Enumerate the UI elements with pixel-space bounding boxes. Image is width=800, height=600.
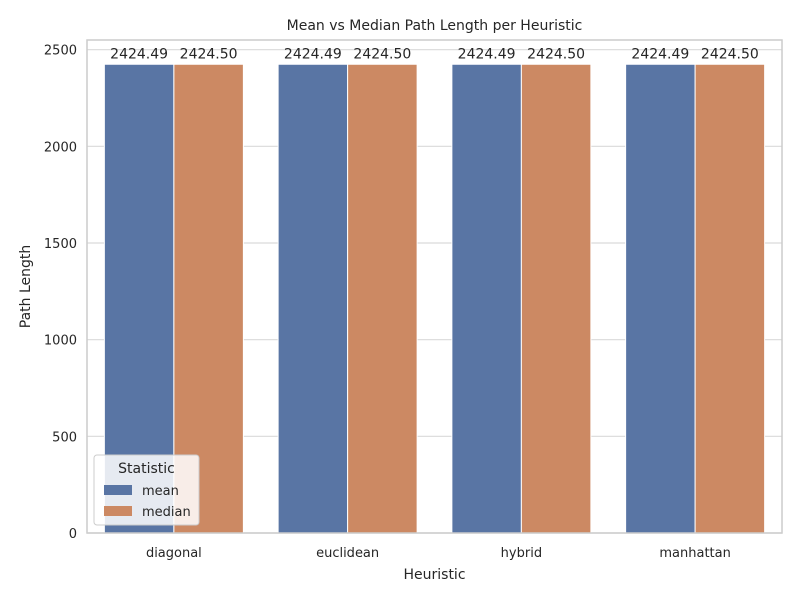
y-tick-label: 0 — [69, 527, 77, 542]
legend-swatch-median — [104, 506, 132, 516]
plot-border — [86, 39, 783, 534]
y-tick-label: 1500 — [44, 237, 77, 252]
x-tick-label: hybrid — [501, 546, 542, 561]
plot-frame — [86, 39, 783, 534]
chart-title: Mean vs Median Path Length per Heuristic — [287, 18, 583, 34]
data-label-median-euclidean: 2424.50 — [353, 46, 411, 62]
data-label-mean-diagonal: 2424.49 — [110, 46, 168, 62]
legend-items: mean median — [104, 484, 191, 520]
x-tick-label: diagonal — [146, 546, 202, 561]
data-label-mean-manhattan: 2424.49 — [631, 46, 689, 62]
data-label-median-hybrid: 2424.50 — [527, 46, 585, 62]
bars — [103, 63, 766, 534]
bar-mean-euclidean — [277, 63, 349, 534]
x-axis-label: Heuristic — [403, 567, 465, 583]
x-tick-label: euclidean — [316, 546, 379, 561]
data-label-median-manhattan: 2424.50 — [701, 46, 759, 62]
y-tick-label: 500 — [52, 430, 77, 445]
tick-labels: 0 500 1000 1500 2000 2500 diagonal euclidean hyb… — [44, 44, 731, 561]
legend-swatch-mean — [104, 485, 132, 495]
data-labels: 2424.49 2424.50 2424.49 2424.50 2424.49 2424.… — [110, 46, 759, 62]
x-tick-label: manhattan — [659, 546, 730, 561]
bar-mean-hybrid — [451, 63, 522, 534]
y-tick-label: 2500 — [44, 44, 77, 59]
data-label-mean-hybrid: 2424.49 — [458, 46, 516, 62]
legend-title: Statistic — [118, 461, 175, 477]
bar-median-manhattan — [694, 63, 766, 534]
legend-label-median: median — [142, 505, 191, 520]
data-label-mean-euclidean: 2424.49 — [284, 46, 342, 62]
legend: Statistic mean median — [93, 454, 200, 526]
bar-median-euclidean — [347, 63, 418, 534]
y-tick-label: 1000 — [44, 334, 77, 349]
y-tick-label: 2000 — [44, 140, 77, 155]
legend-label-mean: mean — [142, 484, 179, 499]
bar-median-hybrid — [520, 63, 592, 534]
data-label-median-diagonal: 2424.50 — [180, 46, 238, 62]
y-axis-label: Path Length — [18, 245, 34, 329]
bar-mean-manhattan — [625, 63, 696, 534]
